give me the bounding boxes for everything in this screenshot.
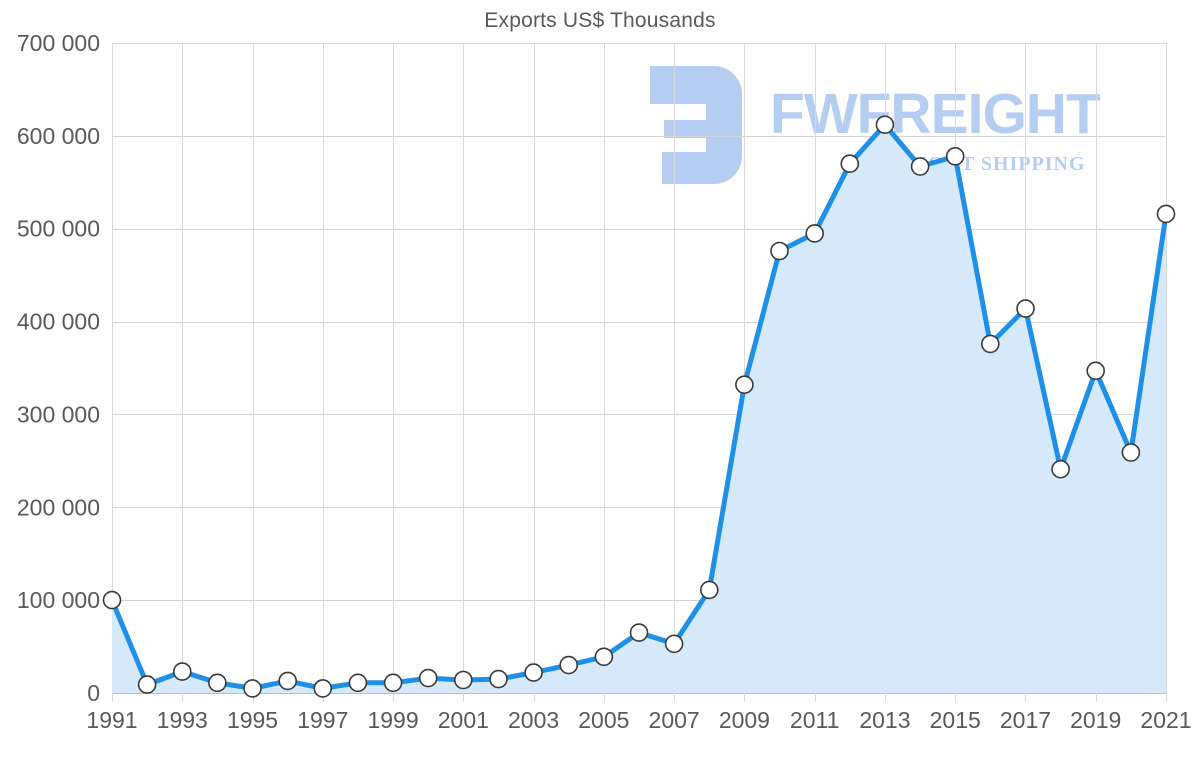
data-point-marker: 2008: 111000 xyxy=(699,580,719,600)
data-point-marker: 2001: 14000 xyxy=(453,670,473,690)
y-axis-tick-label: 600 000 xyxy=(17,123,100,149)
x-axis-tick-label: 2007 xyxy=(649,707,700,733)
data-point-marker: 2007: 53000 xyxy=(664,634,684,654)
x-axis-tick-label: 2011 xyxy=(790,707,839,733)
data-point-marker: 1999: 11000 xyxy=(383,673,403,693)
data-point-marker: 2015: 578000 xyxy=(945,147,965,166)
data-point-marker: 2002: 15000 xyxy=(489,669,508,689)
y-axis-tick-label: 300 000 xyxy=(17,401,100,427)
data-point-marker: 2019: 347000 xyxy=(1086,361,1105,381)
data-point-marker: 1993: 23000 xyxy=(173,662,192,681)
data-point-marker: 1998: 11000 xyxy=(348,673,368,693)
data-point-marker: 2006: 65000 xyxy=(629,623,649,642)
x-axis-tick-label: 1995 xyxy=(227,707,278,733)
data-point-marker: 1994: 11000 xyxy=(208,673,227,693)
x-axis-tick-label: 1997 xyxy=(297,707,348,733)
x-axis-tick-label: 2017 xyxy=(1000,707,1051,733)
data-point-marker: 1992: 9000 xyxy=(137,675,157,694)
y-axis-tick-label: 700 000 xyxy=(17,30,100,56)
y-axis-tick-label: 100 000 xyxy=(17,587,100,613)
series-area-fill xyxy=(112,124,1166,693)
data-point-marker: 2016: 376000 xyxy=(980,334,1000,354)
data-point-marker: 2017: 414000 xyxy=(1016,299,1035,318)
x-axis-tick-label: 2001 xyxy=(438,707,489,733)
data-point-marker: 2014: 567000 xyxy=(910,157,930,176)
data-point-marker: 2018: 241000 xyxy=(1051,459,1070,479)
data-point-marker: 1996: 13000 xyxy=(278,671,298,691)
x-axis-tick-label: 2003 xyxy=(508,707,559,733)
data-point-marker: 2011: 495000 xyxy=(805,224,825,243)
data-point-marker: 2003: 22000 xyxy=(524,663,543,682)
chart-title: Exports US$ Thousands xyxy=(484,9,716,32)
x-axis-tick-label: 1991 xyxy=(86,707,137,733)
x-axis-tick-label: 2021 xyxy=(1140,707,1191,733)
data-point-marker: 2005: 39000 xyxy=(594,647,614,667)
data-point-marker: 2020: 259000 xyxy=(1121,443,1141,462)
y-axis-tick-label: 0 xyxy=(87,680,100,706)
data-point-marker: 2009: 332000 xyxy=(735,375,754,395)
x-axis-tick-label: 2019 xyxy=(1070,707,1121,733)
y-axis-tick-label: 500 000 xyxy=(17,216,100,242)
data-point-marker: 2013: 612000 xyxy=(875,115,895,134)
x-axis-tick-label: 2013 xyxy=(859,707,910,733)
y-axis-tick-label: 400 000 xyxy=(17,309,100,335)
x-axis-tick-labels: 1991 1993 1995 1997 1999 2001 2003 2005 2007 2009… xyxy=(86,707,1191,733)
data-point-marker: 2012: 570000 xyxy=(840,154,860,173)
data-point-marker: 2010: 476000 xyxy=(770,241,789,261)
x-axis-tick-label: 1993 xyxy=(157,707,208,733)
x-axis-tick-label: 2015 xyxy=(930,707,981,733)
x-axis-tick-label: 1999 xyxy=(367,707,418,733)
x-axis-tick-label: 2005 xyxy=(578,707,629,733)
x-axis-tick-label: 2009 xyxy=(719,707,770,733)
data-point-marker: 2021: 516000 xyxy=(1156,204,1176,224)
y-axis-tick-labels: 0 100 000 200 000 300 000 400 000 500 000 600 … xyxy=(17,30,100,706)
y-axis-tick-label: 200 000 xyxy=(17,494,100,520)
